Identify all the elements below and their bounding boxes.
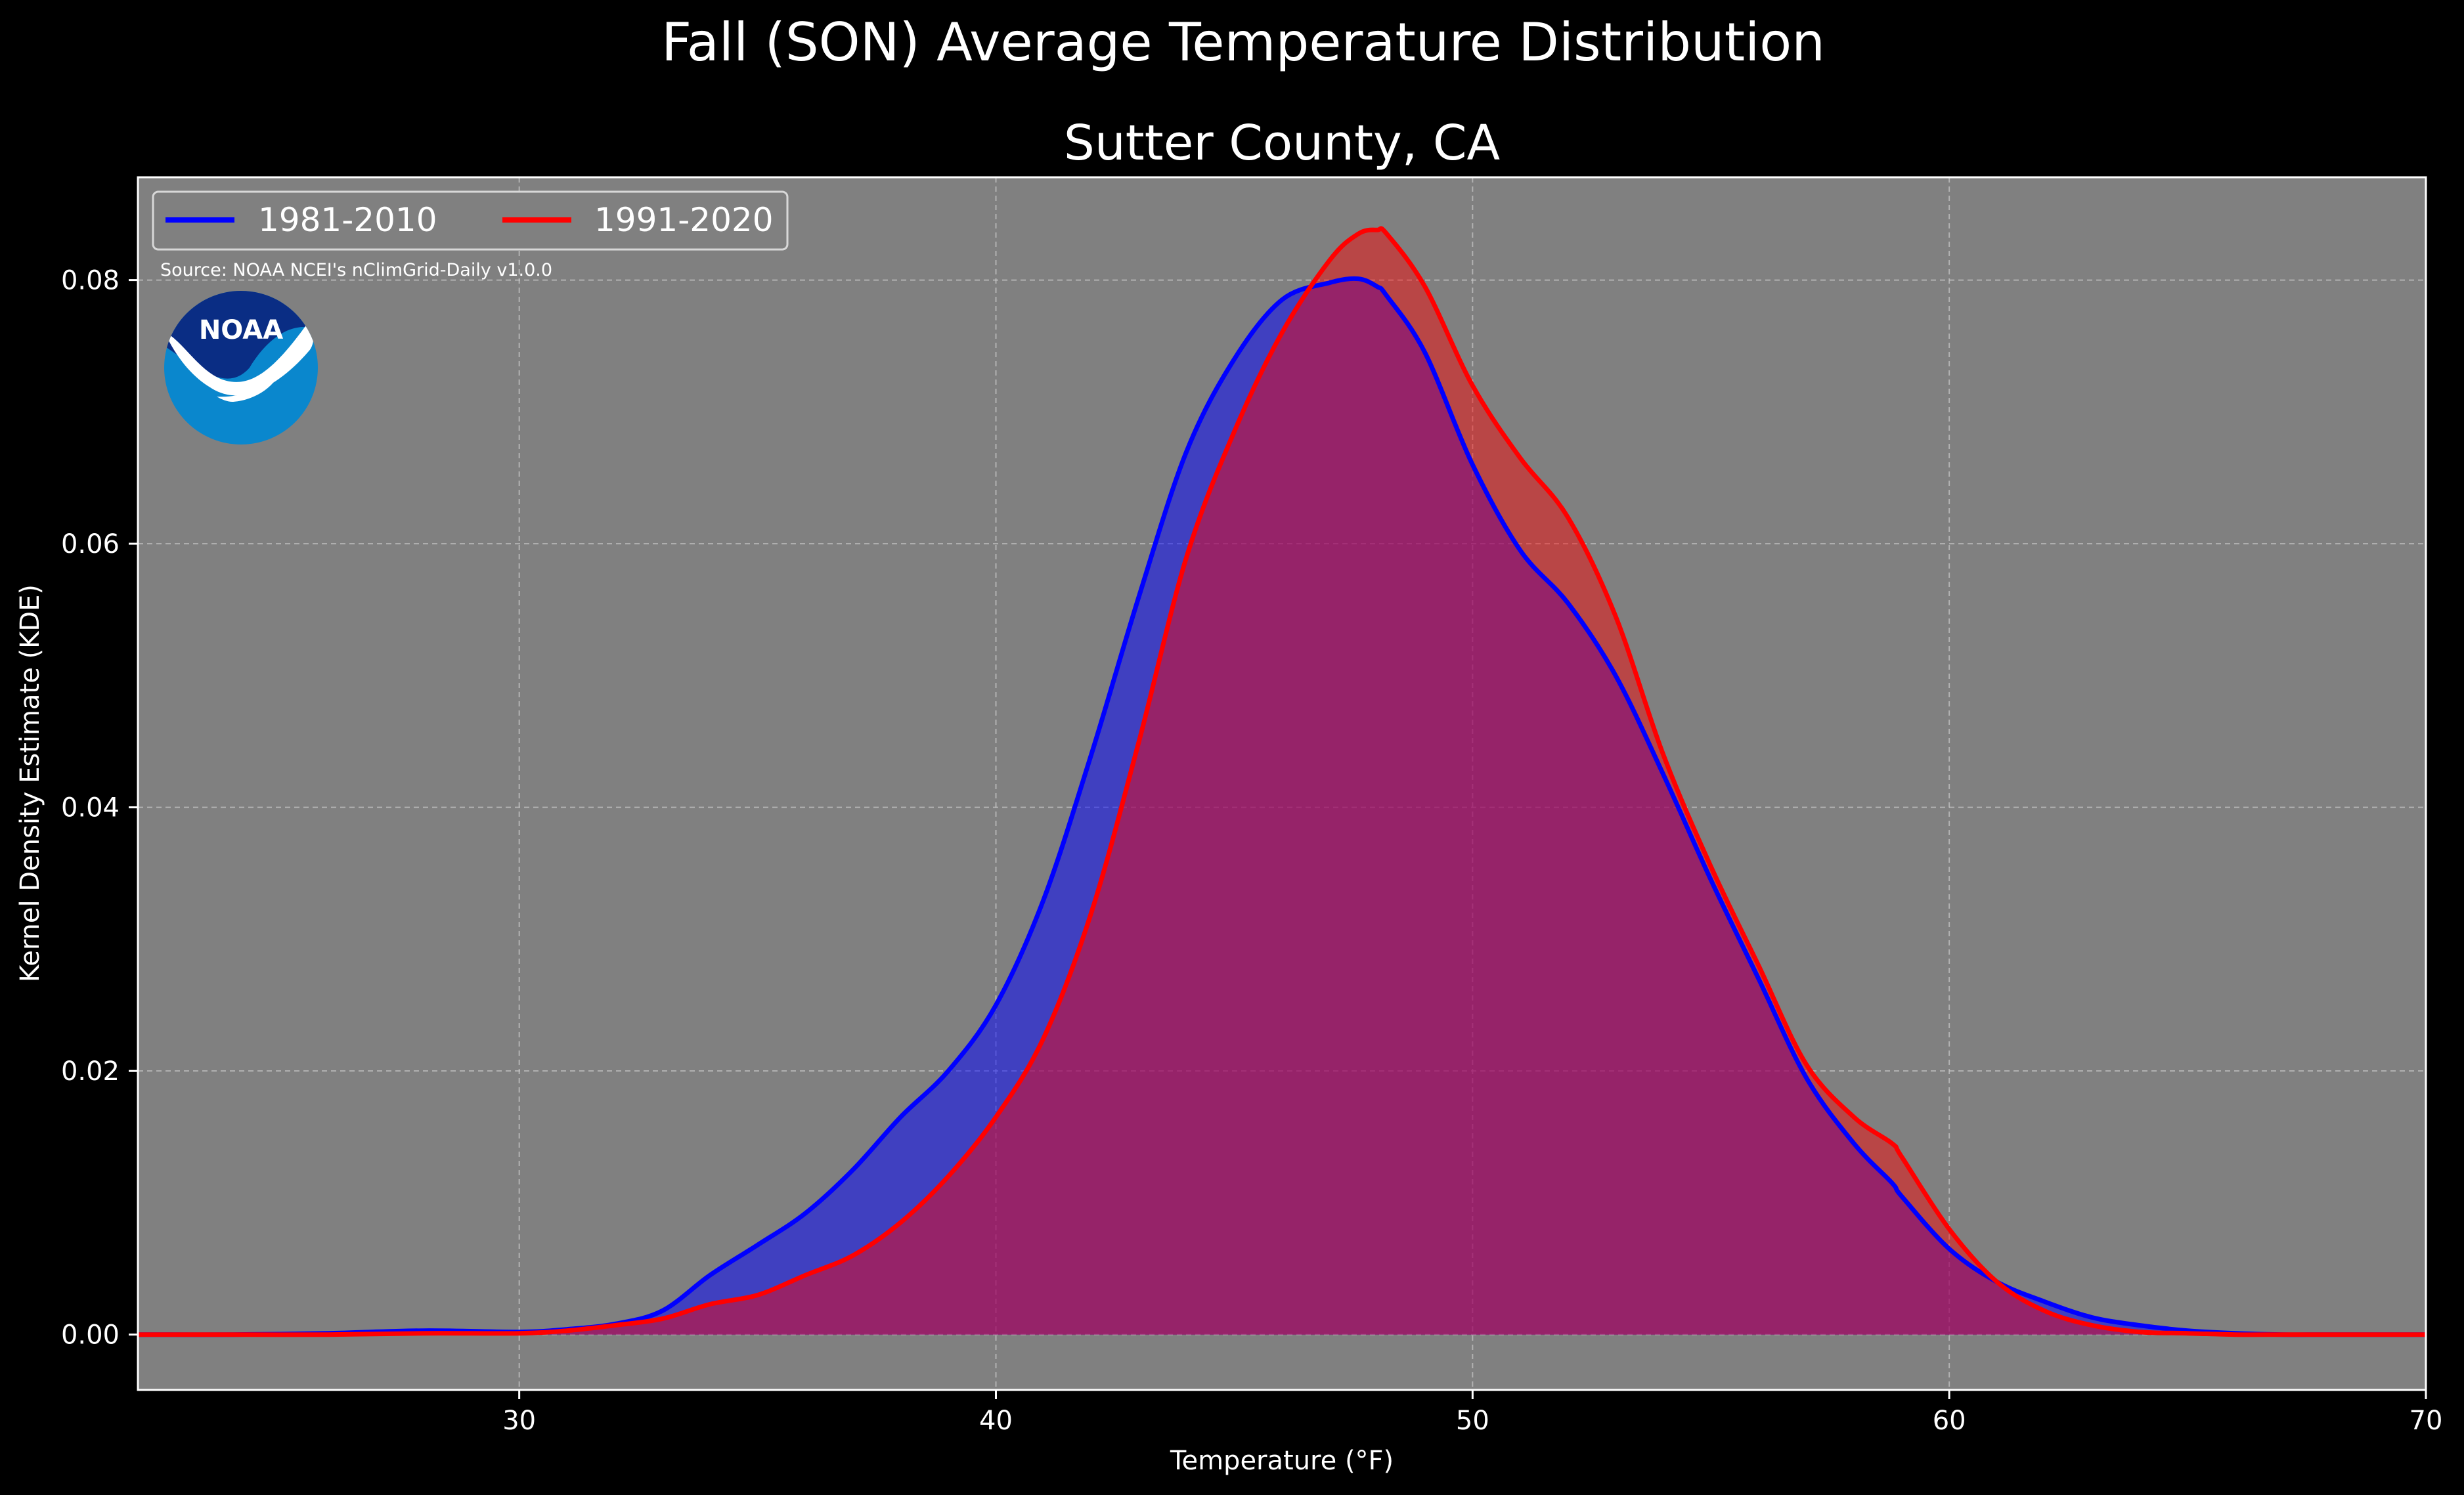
x-tick-label: 30	[502, 1406, 536, 1436]
y-tick-label: 0.02	[61, 1056, 120, 1087]
x-axis-label: Temperature (°F)	[1170, 1446, 1394, 1476]
series-area-1	[138, 278, 2426, 1335]
legend-box	[152, 190, 789, 251]
logo-text: NOAA	[199, 315, 283, 345]
axes-frame	[137, 176, 2427, 1391]
y-tick-label: 0.00	[61, 1320, 120, 1351]
legend-label-series-2: 1991-2020	[594, 201, 774, 239]
y-tick-label: 0.04	[61, 793, 120, 823]
legend: 1981-2010 1991-2020	[152, 190, 789, 251]
logo-bird-wing	[217, 379, 276, 402]
legend-label-series-1: 1981-2010	[258, 201, 437, 239]
logo-bird-wave	[164, 322, 314, 396]
source-annotation: Source: NOAA NCEI's nClimGrid-Daily v1.0…	[160, 260, 552, 280]
x-tick-label: 70	[2409, 1406, 2443, 1436]
chart-subtitle: Sutter County, CA	[1064, 115, 1501, 171]
series-line-1	[137, 276, 2426, 1337]
noaa-logo-icon: NOAA	[164, 291, 318, 444]
x-tick-label: 40	[979, 1406, 1013, 1436]
y-tick-label: 0.08	[61, 266, 120, 296]
y-axis-label: Kernel Density Estimate (KDE)	[15, 584, 45, 982]
chart-suptitle: Fall (SON) Average Temperature Distribut…	[661, 12, 1825, 73]
series-area-2	[138, 228, 2426, 1335]
x-tick-label: 50	[1456, 1406, 1489, 1436]
y-tick-label: 0.06	[61, 529, 120, 559]
series-line-2	[138, 226, 2426, 1337]
x-tick-label: 60	[1933, 1406, 1966, 1436]
tick-layer: 30 40 50 60 70 0.00 0.02 0.04 0.06 0.08	[61, 266, 2443, 1436]
logo-upper-dark	[164, 291, 318, 379]
series-layer	[137, 226, 2426, 1337]
